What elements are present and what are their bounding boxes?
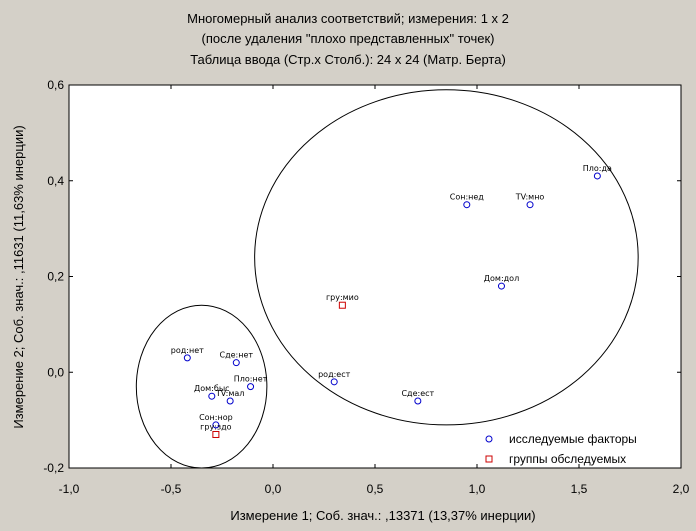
- plot-area: [68, 84, 682, 469]
- group-point: [338, 301, 346, 309]
- point-label: Сде:ест: [401, 389, 434, 398]
- chart-title-line-3: Таблица ввода (Стр.x Столб.): 24 x 24 (М…: [190, 52, 506, 67]
- data-points: Пло:да Сон:нед TV:мно Дом:дол род:ест Сде:ест…: [171, 164, 612, 438]
- point-label: Сде:нет: [220, 351, 254, 360]
- legend-label-groups: группы обследуемых: [509, 452, 626, 466]
- cluster-ellipse: [254, 89, 639, 426]
- point-label: Дом:быс: [194, 384, 230, 393]
- factor-point: [208, 392, 216, 400]
- x-axis-label: Измерение 1; Соб. знач.: ,13371 (13,37% …: [230, 508, 535, 523]
- x-tick-label: 2,0: [673, 482, 690, 496]
- point-label: гру:мио: [326, 293, 359, 302]
- legend-marker-groups: [485, 455, 493, 463]
- factor-point: [414, 397, 422, 405]
- y-tick-label: 0,2: [47, 270, 64, 284]
- x-tick-label: 1,0: [469, 482, 486, 496]
- factor-point: [226, 397, 234, 405]
- factor-point: [183, 354, 191, 362]
- point-label: гру:здо: [200, 422, 231, 431]
- y-axis-label: Измерение 2; Соб. знач.: ,11631 (11,63% …: [11, 125, 26, 428]
- chart-title-line-1: Многомерный анализ соответствий; измерен…: [187, 11, 509, 26]
- point-label: Сон:нед: [450, 193, 485, 202]
- y-tick-label: 0,6: [47, 78, 64, 92]
- point-label: Дом:дол: [484, 274, 519, 283]
- factor-point: [593, 172, 601, 180]
- cluster-ellipses: [135, 89, 639, 469]
- point-label: TV:мно: [515, 193, 545, 202]
- factor-point: [247, 383, 255, 391]
- legend-marker-factors: [485, 435, 493, 443]
- y-tick-label: -0,2: [43, 461, 64, 475]
- factor-point: [526, 201, 534, 209]
- y-tick-label: 0,0: [47, 365, 64, 379]
- point-label: Пло:нет: [234, 375, 268, 384]
- x-tick-label: 1,5: [571, 482, 588, 496]
- cluster-ellipse: [135, 304, 268, 469]
- point-label: Сон:нор: [199, 413, 233, 422]
- legend: исследуемые факторы группы обследуемых: [485, 432, 637, 466]
- point-label: TV:мал: [215, 389, 244, 398]
- x-tick-label: -1,0: [59, 482, 80, 496]
- legend-label-factors: исследуемые факторы: [509, 432, 637, 446]
- point-label: род:нет: [171, 346, 204, 355]
- factor-point: [463, 201, 471, 209]
- point-label: род:ест: [318, 370, 351, 379]
- x-tick-label: -0,5: [161, 482, 182, 496]
- factor-point: [330, 378, 338, 386]
- axis-ticks: -1,0 -0,5 0,0 0,5 1,0 1,5 2,0 -0,2 0,0 0,2 0,4 0,6: [43, 78, 689, 496]
- chart-title-line-2: (после удаления "плохо представленных" т…: [202, 31, 495, 46]
- factor-point: [232, 359, 240, 367]
- factor-point: [497, 282, 505, 290]
- y-tick-label: 0,4: [47, 174, 64, 188]
- x-tick-label: 0,5: [367, 482, 384, 496]
- group-point: [212, 430, 220, 438]
- point-label: Пло:да: [583, 164, 612, 173]
- factor-point: [212, 421, 220, 429]
- x-tick-label: 0,0: [265, 482, 282, 496]
